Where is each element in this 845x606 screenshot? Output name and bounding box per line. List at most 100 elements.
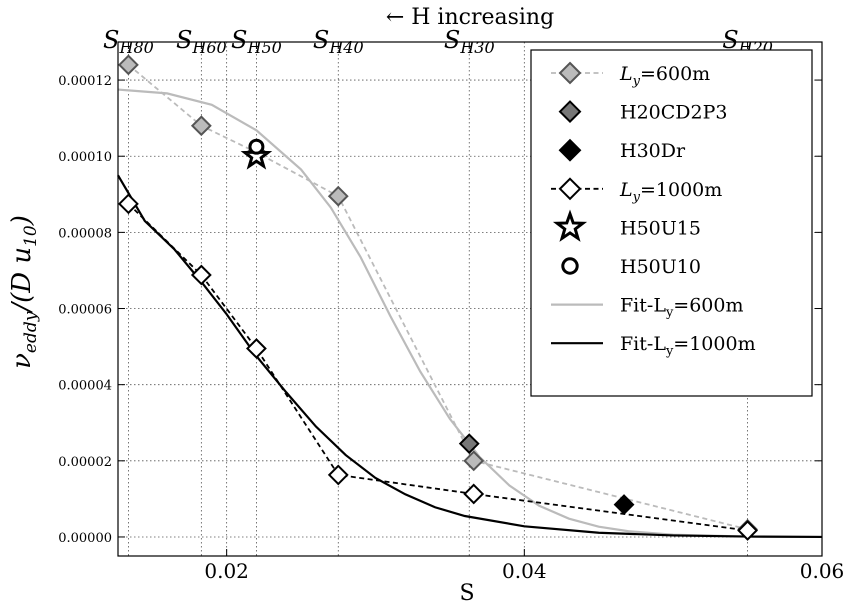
top-tick-label: SH50 <box>231 26 282 57</box>
y-tick-label: 0.00012 <box>58 74 112 89</box>
legend-marker <box>558 177 582 201</box>
top-annotation: ← H increasing <box>386 5 554 30</box>
data-point <box>458 433 480 455</box>
data-point <box>463 483 485 505</box>
legend-label-rest: =600m <box>673 295 743 317</box>
y-label-sub: eddy <box>21 311 41 353</box>
data-point <box>190 115 212 137</box>
x-tick-label: 0.04 <box>502 559 547 583</box>
legend-item: Fit-Ly=1000m <box>551 333 756 359</box>
series-3 <box>118 193 758 541</box>
legend-label-sub: y <box>632 74 641 89</box>
legend-label: H50U10 <box>620 256 701 278</box>
legend-label-main: L <box>619 179 633 201</box>
data-point <box>190 264 212 286</box>
data-point <box>248 138 265 155</box>
legend-marker <box>558 100 582 124</box>
top-tick-main: S <box>313 26 329 54</box>
legend-label-main: H30Dr <box>620 140 686 162</box>
legend-label-main: Fit-L <box>620 295 666 317</box>
data-point <box>463 450 485 472</box>
y-tick-label: 0.00002 <box>58 455 112 470</box>
top-tick-sub: H30 <box>459 38 494 57</box>
legend-item: H30Dr <box>558 138 686 162</box>
top-tick-sub: H80 <box>118 38 153 57</box>
series-4 <box>240 139 273 170</box>
top-tick-main: S <box>444 26 460 54</box>
series-1 <box>458 433 480 455</box>
top-tick-sub: H50 <box>246 38 281 57</box>
legend-label-rest: =1000m <box>640 179 722 201</box>
legend-item: Ly=1000m <box>551 177 722 205</box>
series-2 <box>613 494 635 516</box>
legend-label: H50U15 <box>620 217 701 239</box>
y-tick-label: 0.00010 <box>58 150 112 165</box>
legend-item: H20CD2P3 <box>558 100 727 124</box>
top-tick-main: S <box>231 26 247 54</box>
top-tick-label: SH40 <box>313 26 364 57</box>
legend-marker <box>558 61 582 85</box>
data-point <box>327 464 349 486</box>
legend-item: Fit-Ly=600m <box>551 295 744 321</box>
legend-item: Ly=600m <box>551 61 710 89</box>
top-tick-main: S <box>722 26 738 54</box>
legend-marker <box>561 257 579 275</box>
top-tick-sub: H60 <box>191 38 226 57</box>
data-point <box>118 54 139 76</box>
series-line <box>127 203 748 532</box>
data-point <box>240 139 273 170</box>
x-tick-label: 0.06 <box>800 559 845 583</box>
legend-label: Ly=1000m <box>619 179 722 205</box>
data-point <box>613 494 635 516</box>
legend-label: Fit-Ly=600m <box>620 295 744 321</box>
legend-label-main: H50U10 <box>620 256 701 278</box>
top-tick-main: S <box>103 26 119 54</box>
legend-label: H30Dr <box>620 140 686 162</box>
legend-label-sub: y <box>665 344 674 359</box>
y-tick-label: 0.00008 <box>58 226 112 241</box>
top-tick-label: SH30 <box>444 26 495 57</box>
series-line <box>127 64 748 531</box>
series-line <box>117 88 823 539</box>
legend-label-sub: y <box>665 306 674 321</box>
y-label-rest: /(D u <box>7 247 37 315</box>
legend-label-main: L <box>619 63 633 85</box>
y-axis-label: νeddy/(D u10) <box>7 215 41 369</box>
top-axis: SH80 SH60 SH50 SH40 SH30 SH20 <box>103 26 773 57</box>
legend-label-sub: y <box>632 190 641 205</box>
plot-frame <box>117 41 823 557</box>
legend-label: Fit-Ly=1000m <box>620 333 756 359</box>
legend-label-main: H20CD2P3 <box>620 102 727 124</box>
series-layer <box>117 54 823 541</box>
legend-label-rest: =1000m <box>673 333 755 355</box>
x-tick-label: 0.02 <box>204 559 249 583</box>
legend: Ly=600mH20CD2P3H30DrLy=1000mH50U15H50U10… <box>530 49 813 397</box>
y-label-main: ν <box>7 353 37 369</box>
y-label-close: ) <box>7 215 37 226</box>
y-tick-label: 0.00006 <box>58 303 112 318</box>
legend-item: H50U10 <box>561 256 701 278</box>
legend-marker <box>552 209 588 242</box>
legend-item: H50U15 <box>552 209 701 242</box>
y-tick-label: 0.00000 <box>58 531 112 546</box>
top-tick-label: SH80 <box>103 26 154 57</box>
series-6 <box>117 88 823 539</box>
y-label-sub2: 10 <box>21 225 41 247</box>
y-tick-label: 0.00004 <box>58 379 112 394</box>
data-point <box>737 520 758 541</box>
legend-label: Ly=600m <box>619 63 710 89</box>
x-axis-label: S <box>459 581 474 606</box>
top-tick-label: SH60 <box>176 26 227 57</box>
legend-label: H20CD2P3 <box>620 102 727 124</box>
data-point <box>246 338 267 359</box>
top-tick-sub: H40 <box>328 38 363 57</box>
legend-label-rest: =600m <box>640 63 710 85</box>
ticks: 0.02 0.04 0.06 0.00000 0.00002 0.00004 0.00006… <box>58 74 844 583</box>
data-point <box>327 185 349 207</box>
legend-marker <box>558 138 582 162</box>
series-5 <box>248 138 265 155</box>
legend-label-main: Fit-L <box>620 333 666 355</box>
data-point <box>118 193 139 215</box>
top-tick-main: S <box>176 26 192 54</box>
